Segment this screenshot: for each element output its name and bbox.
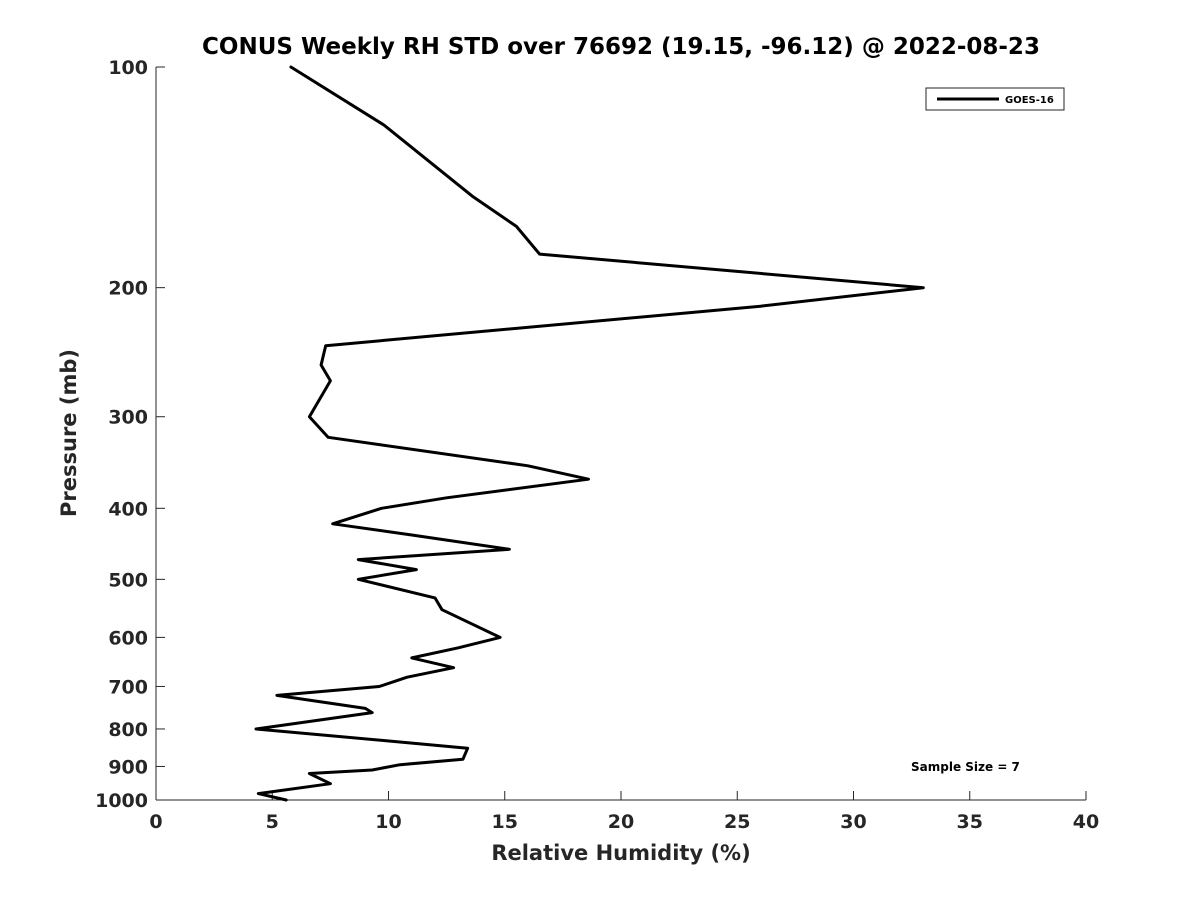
y-tick-label: 100 <box>108 57 148 79</box>
legend: GOES-16 <box>925 87 1065 111</box>
chart-title: CONUS Weekly RH STD over 76692 (19.15, -… <box>202 34 1040 60</box>
x-tick-label: 0 <box>149 811 162 833</box>
y-axis-ticks: 100 200 300 400 500 600 700 800 900 1000 <box>95 57 165 812</box>
y-tick-label: 300 <box>108 407 148 429</box>
y-tick-label: 400 <box>108 498 148 520</box>
plot-area <box>156 67 1086 800</box>
x-tick-label: 35 <box>957 811 983 833</box>
series-layer <box>254 65 925 802</box>
x-tick-label: 25 <box>724 811 750 833</box>
y-tick-label: 200 <box>108 278 148 300</box>
x-axis-title: Relative Humidity (%) <box>491 841 750 865</box>
series-line-0 <box>254 65 925 802</box>
y-tick-label: 800 <box>108 719 148 741</box>
x-axis-ticks: 0 5 10 15 20 25 30 35 40 <box>149 791 1099 833</box>
x-tick-label: 10 <box>375 811 401 833</box>
sample-size-annotation: Sample Size = 7 <box>911 760 1020 774</box>
x-tick-label: 15 <box>492 811 518 833</box>
x-tick-label: 5 <box>266 811 279 833</box>
y-tick-label: 600 <box>108 627 148 649</box>
y-tick-label: 700 <box>108 676 148 698</box>
x-tick-label: 30 <box>840 811 866 833</box>
y-axis-title: Pressure (mb) <box>57 349 81 517</box>
y-tick-label: 1000 <box>95 790 148 812</box>
legend-label: GOES-16 <box>1005 95 1054 106</box>
y-tick-label: 500 <box>108 569 148 591</box>
x-tick-label: 20 <box>608 811 634 833</box>
x-tick-label: 40 <box>1073 811 1099 833</box>
y-tick-label: 900 <box>108 756 148 778</box>
